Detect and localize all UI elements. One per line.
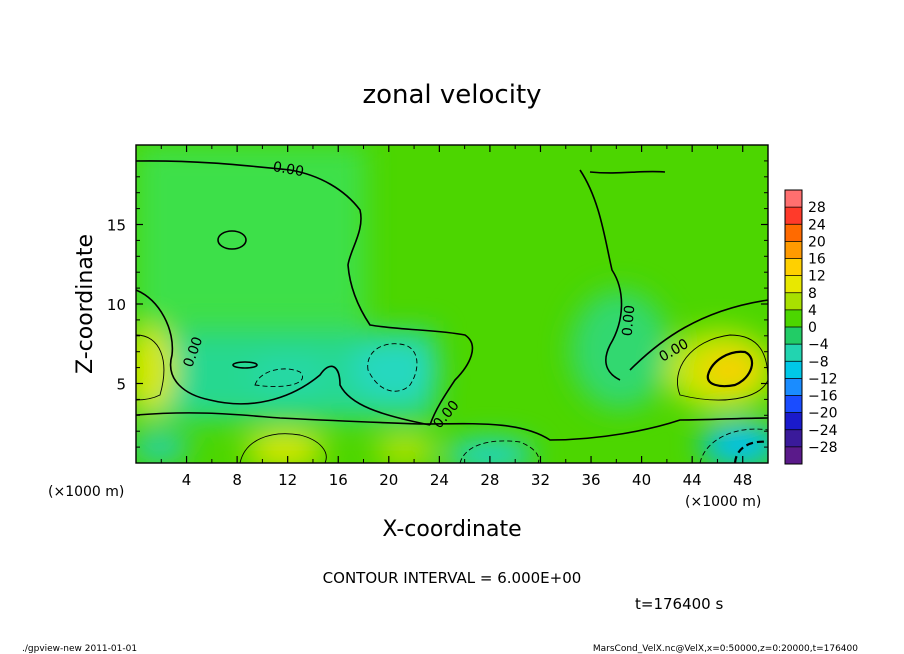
x-tick-label: 48	[733, 471, 752, 489]
plot-area: 0.00 0.00 0.00 0.00 0.00	[136, 145, 768, 463]
colorbar-cell	[785, 241, 802, 259]
blob-min-center	[350, 340, 440, 400]
x-unit-right: (×1000 m)	[685, 494, 761, 510]
contour-interval: CONTOUR INTERVAL = 6.000E+00	[323, 569, 582, 587]
footer-left: ./gpview-new 2011-01-01	[22, 644, 137, 654]
colorbar-cell	[785, 378, 802, 396]
colorbar-label: 4	[808, 303, 817, 319]
contour-zero-islet	[232, 361, 258, 369]
colorbar-cell	[785, 412, 802, 430]
blob-min-bottom-left	[136, 434, 190, 462]
contours-zero	[136, 160, 768, 441]
colorbar-cell	[785, 190, 802, 208]
colorbar-cell	[785, 292, 802, 310]
time-label: t=176400 s	[635, 595, 723, 613]
colorbar-cell	[785, 344, 802, 362]
y-tick-label: 10	[107, 296, 126, 314]
colorbar-label: −8	[808, 354, 829, 370]
contours-positive	[136, 334, 768, 463]
colorbar-label: −20	[808, 406, 838, 422]
blob-right-mid	[570, 290, 670, 410]
colorbar-label: −24	[808, 423, 838, 439]
contour-pos-bottom	[239, 433, 327, 463]
contours-negative	[254, 343, 768, 463]
contour-pos-right	[677, 334, 768, 401]
x-axis-title: X-coordinate	[382, 517, 521, 542]
contour-pos-leftedge	[136, 334, 165, 401]
colorbar-label: −16	[808, 389, 838, 405]
y-axis: 5 10 15	[107, 160, 768, 448]
blob-max-bottom2	[375, 436, 435, 463]
colorbar-cell	[785, 395, 802, 413]
contour-neg-center	[367, 343, 418, 392]
x-tick-label: 44	[683, 471, 702, 489]
x-tick-label: 36	[581, 471, 600, 489]
contour-neg-left	[254, 368, 303, 387]
blob-min-left	[250, 357, 330, 393]
contour-zero-right	[579, 169, 623, 381]
contour-neg-bottom	[459, 440, 540, 463]
blob-upper-left	[136, 145, 366, 325]
colorbar-cell	[785, 258, 802, 276]
x-tick-label: 40	[632, 471, 651, 489]
colorbar-cell	[785, 446, 802, 464]
contour-strong-max	[706, 350, 754, 388]
colorbar-label: −28	[808, 440, 838, 456]
colorbar-label: 12	[808, 269, 826, 285]
x-axis: 4 8 12 16 20 24 28 32 36 40 44 48	[160, 145, 752, 489]
colorbar-cell	[785, 207, 802, 225]
colorbar-label: −4	[808, 337, 829, 353]
blob-max-bottom	[245, 432, 325, 463]
blob-max-leftedge	[136, 325, 175, 415]
blob-min-bottom	[445, 439, 535, 463]
x-unit-left: (×1000 m)	[48, 484, 124, 500]
colorbar-label: 0	[808, 320, 817, 336]
footer-right: MarsCond_VelX.nc@VelX,x=0:50000,z=0:2000…	[593, 644, 858, 654]
contour-neg-strong	[733, 440, 768, 463]
contours-strong	[706, 350, 754, 388]
contours-neg-strong	[733, 440, 768, 463]
contour-label: 0.00	[620, 304, 639, 336]
colorbar-cell	[785, 327, 802, 345]
contour-zero-island	[217, 230, 247, 250]
x-tick-label: 32	[531, 471, 550, 489]
contour-neg-bottomright	[699, 428, 768, 463]
contour-zero-left	[136, 289, 431, 426]
contour-zero-main	[136, 160, 474, 426]
colorbar-label: 20	[808, 234, 826, 250]
chart-title: zonal velocity	[362, 80, 541, 110]
colorbar-label: 28	[808, 200, 826, 216]
colorbar-cell	[785, 309, 802, 327]
contour-zero-rightlow	[629, 299, 768, 371]
y-tick-label: 15	[107, 217, 126, 235]
x-tick-label: 12	[278, 471, 297, 489]
colorbar-cell	[785, 429, 802, 447]
colorbar-label: 8	[808, 286, 817, 302]
x-tick-label: 8	[232, 471, 242, 489]
colorbar-cell	[785, 224, 802, 242]
colorbar-cell	[785, 361, 802, 379]
contour-zero-bottom	[136, 412, 768, 441]
colorbar-label: −12	[808, 371, 838, 387]
contour-label: 0.00	[272, 159, 305, 180]
y-axis-title: Z-coordinate	[73, 234, 98, 374]
field-blobs	[136, 145, 768, 463]
x-tick-label: 20	[379, 471, 398, 489]
colorbar-cell	[785, 275, 802, 293]
y-tick-label: 5	[116, 376, 126, 394]
x-tick-label: 28	[480, 471, 499, 489]
colorbar-label: 24	[808, 217, 826, 233]
blob-min-bottom-right	[700, 423, 768, 463]
contour-zero-upper	[589, 170, 666, 174]
x-tick-label: 16	[329, 471, 348, 489]
x-tick-label: 4	[182, 471, 192, 489]
x-tick-label: 24	[430, 471, 449, 489]
colorbar-label: 16	[808, 252, 826, 268]
